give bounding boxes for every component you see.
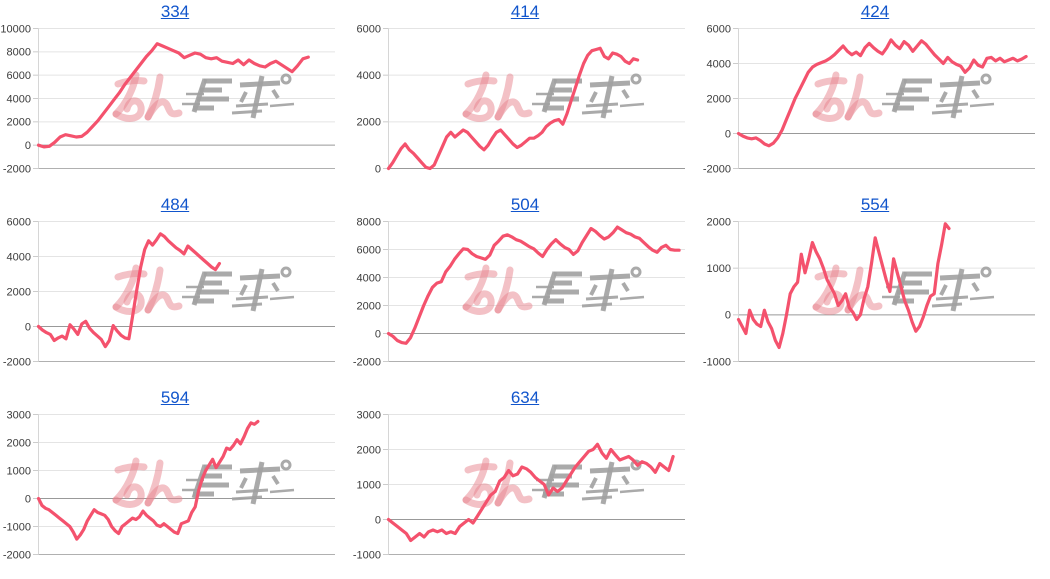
y-tick-label: 8000 xyxy=(357,217,381,228)
y-tick-label: 2000 xyxy=(7,286,31,298)
y-tick-label: 3000 xyxy=(7,410,31,421)
minrepo-watermark-icon xyxy=(812,264,995,315)
chart-title-link[interactable]: 594 xyxy=(160,388,190,407)
payout-series-line xyxy=(36,42,310,149)
minrepo-watermark-icon xyxy=(112,71,295,122)
y-tick-label: 2000 xyxy=(357,300,381,312)
payout-line-chart: 8000 6000 4000 2000 0 -2000 xyxy=(353,217,685,368)
minrepo-watermark-icon xyxy=(462,71,645,122)
minrepo-watermark-icon xyxy=(812,71,995,122)
chart-cell-334: 334 10000 8000 6000 4000 2000 0 -2000 xyxy=(0,0,350,193)
y-tick-label: -2000 xyxy=(3,549,31,561)
y-tick-label: 2000 xyxy=(7,437,31,449)
payout-line-chart: 6000 4000 2000 0 xyxy=(357,24,685,175)
payout-series-line xyxy=(386,225,681,345)
y-tick-label: -2000 xyxy=(3,163,31,175)
y-tick-label: 6000 xyxy=(7,70,31,82)
chart-title-link[interactable]: 554 xyxy=(860,195,890,214)
y-tick-label: 4000 xyxy=(7,93,31,105)
empty-cell xyxy=(700,386,1050,579)
y-tick-label: 8000 xyxy=(7,47,31,59)
minrepo-watermark-icon xyxy=(112,264,295,315)
y-tick-label: 6000 xyxy=(357,24,381,35)
payout-series-line xyxy=(386,46,640,171)
chart-title-link[interactable]: 504 xyxy=(510,195,540,214)
payout-series-line xyxy=(36,232,221,349)
y-tick-label: 1000 xyxy=(7,465,31,477)
chart-cell-484: 484 6000 4000 2000 0 -2000 xyxy=(0,193,350,386)
y-tick-label: 2000 xyxy=(7,117,31,129)
chart-cell-424: 424 6000 4000 2000 0 -2000 xyxy=(700,0,1050,193)
payout-line-chart: 6000 4000 2000 0 -2000 xyxy=(3,217,335,368)
minrepo-watermark-icon xyxy=(462,457,645,508)
y-tick-label: -2000 xyxy=(353,356,381,368)
y-tick-label: 3000 xyxy=(357,410,381,421)
chart-title-link[interactable]: 414 xyxy=(510,2,540,21)
y-tick-label: 0 xyxy=(375,163,381,175)
y-tick-label: -2000 xyxy=(3,356,31,368)
y-tick-label: 0 xyxy=(725,128,731,140)
y-tick-label: 6000 xyxy=(707,24,731,35)
chart-title-link[interactable]: 484 xyxy=(160,195,190,214)
y-tick-label: 2000 xyxy=(357,444,381,456)
chart-cell-634: 634 3000 2000 1000 0 -1000 xyxy=(350,386,700,579)
y-tick-label: 0 xyxy=(375,514,381,526)
y-tick-label: 4000 xyxy=(357,70,381,82)
y-tick-label: -1000 xyxy=(3,521,31,533)
chart-title-link[interactable]: 334 xyxy=(160,2,190,21)
minrepo-watermark-icon xyxy=(112,457,295,508)
y-tick-label: 10000 xyxy=(0,24,31,35)
y-tick-label: 0 xyxy=(25,493,31,505)
payout-line-chart: 2000 1000 0 -1000 xyxy=(703,217,1035,368)
y-tick-label: 4000 xyxy=(707,58,731,70)
y-tick-label: 6000 xyxy=(7,217,31,228)
chart-cell-554: 554 2000 1000 0 -1000 xyxy=(700,193,1050,386)
y-tick-label: -2000 xyxy=(703,163,731,175)
payout-series-line xyxy=(736,222,951,350)
y-tick-label: 2000 xyxy=(357,117,381,129)
chart-cell-504: 504 8000 6000 4000 2000 0 -2000 xyxy=(350,193,700,386)
y-tick-label: 6000 xyxy=(357,244,381,256)
payout-series-line xyxy=(736,38,1028,148)
y-tick-label: -1000 xyxy=(353,549,381,561)
payout-series-line xyxy=(386,442,675,543)
minrepo-watermark-icon xyxy=(462,264,645,315)
payout-series-line xyxy=(36,419,260,541)
payout-line-chart: 3000 2000 1000 0 -1000 xyxy=(353,410,685,561)
y-tick-label: 1000 xyxy=(707,263,731,275)
payout-line-chart: 10000 8000 6000 4000 2000 0 -2000 xyxy=(0,24,335,175)
y-tick-label: 2000 xyxy=(707,93,731,105)
chart-title-link[interactable]: 424 xyxy=(860,2,890,21)
y-tick-label: 1000 xyxy=(357,479,381,491)
chart-cell-594: 594 3000 2000 1000 0 -1000 -2000 xyxy=(0,386,350,579)
y-tick-label: 0 xyxy=(25,140,31,152)
y-tick-label: 2000 xyxy=(707,217,731,228)
payout-line-chart: 6000 4000 2000 0 -2000 xyxy=(703,24,1035,175)
payout-line-chart: 3000 2000 1000 0 -1000 -2000 xyxy=(3,410,335,561)
y-tick-label: -1000 xyxy=(703,356,731,368)
chart-title-link[interactable]: 634 xyxy=(510,388,540,407)
y-tick-label: 0 xyxy=(725,310,731,322)
y-tick-label: 0 xyxy=(375,328,381,340)
y-tick-label: 4000 xyxy=(357,272,381,284)
y-tick-label: 4000 xyxy=(7,251,31,263)
chart-cell-414: 414 6000 4000 2000 0 xyxy=(350,0,700,193)
y-tick-label: 0 xyxy=(25,321,31,333)
